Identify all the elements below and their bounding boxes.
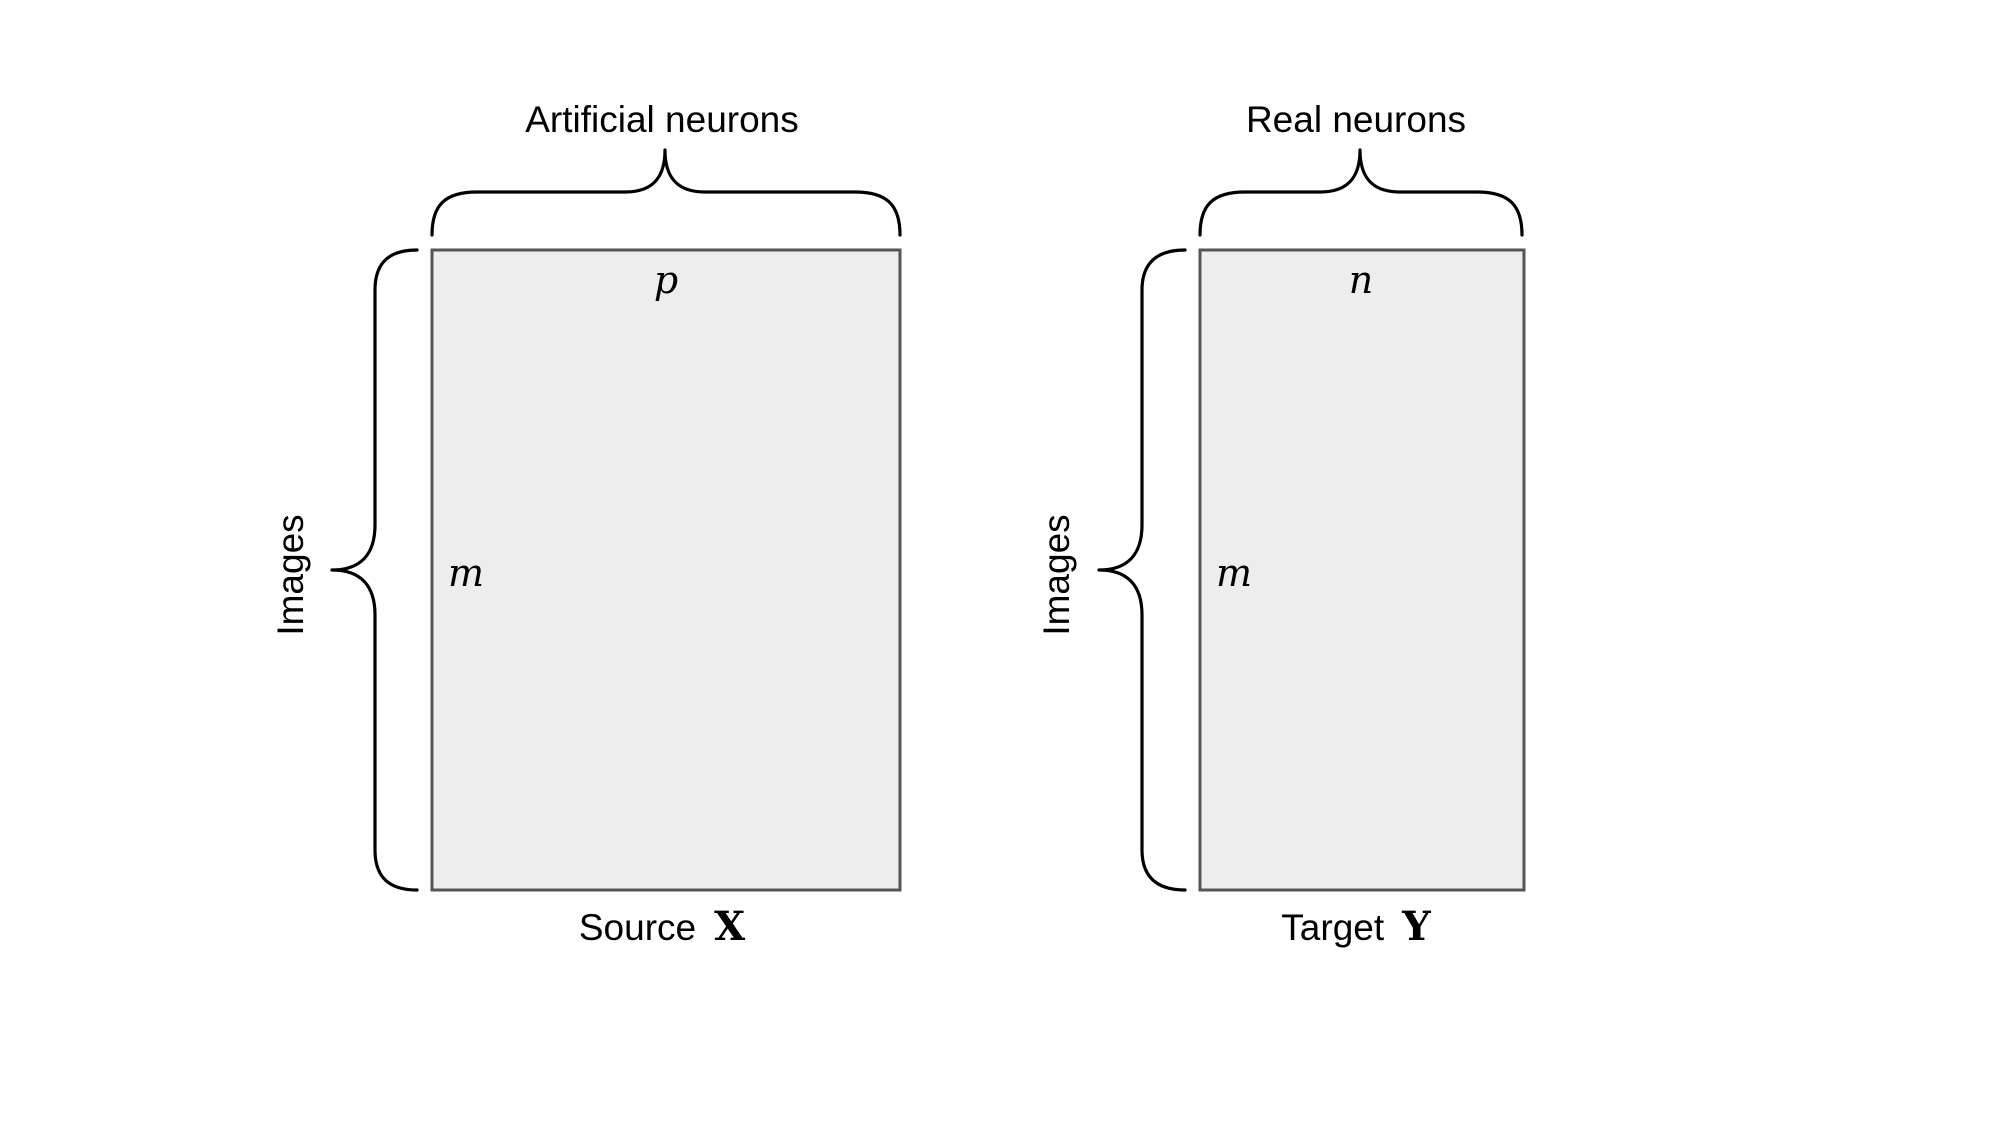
right-side-label: Images [1036, 514, 1077, 635]
source-matrix-group: Artificial neurons p m Images Source X [270, 99, 902, 950]
left-caption-word: Source [579, 907, 696, 948]
right-row-symbol: m [1216, 551, 1252, 595]
right-side-brace [1097, 248, 1187, 892]
left-col-symbol: p [654, 258, 678, 302]
right-caption-word: Target [1281, 907, 1385, 948]
left-caption: Source X [579, 903, 745, 950]
right-caption: Target Y [1281, 903, 1431, 950]
left-side-brace [330, 248, 419, 892]
right-col-symbol: n [1349, 258, 1373, 302]
target-matrix-group: Real neurons n m Images Target Y [1036, 99, 1526, 950]
right-top-label: Real neurons [1246, 99, 1466, 140]
target-matrix-box [1198, 248, 1526, 892]
left-top-label: Artificial neurons [525, 99, 799, 140]
source-matrix-box [430, 248, 902, 892]
left-side-label: Images [270, 514, 311, 635]
right-top-brace [1198, 148, 1524, 237]
left-row-symbol: m [448, 551, 484, 595]
left-top-brace [430, 148, 902, 237]
left-caption-symbol: X [714, 903, 745, 950]
right-caption-symbol: Y [1401, 903, 1431, 950]
